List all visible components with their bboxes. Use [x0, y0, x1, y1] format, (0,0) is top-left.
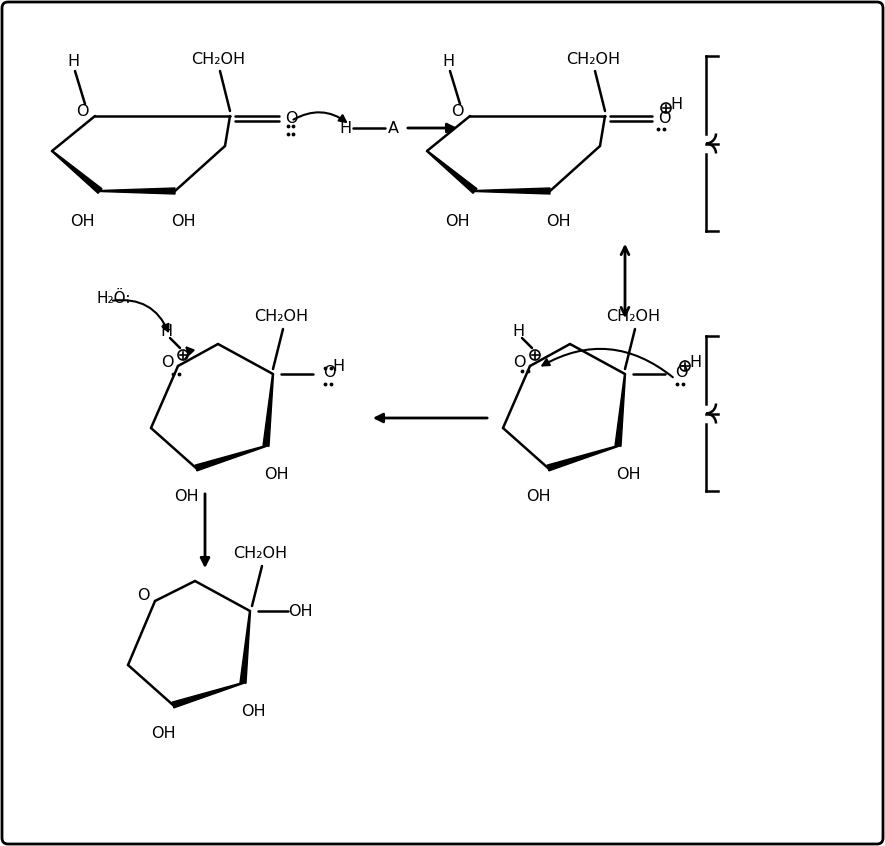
Polygon shape — [51, 151, 102, 193]
Text: OH: OH — [150, 726, 175, 740]
Text: OH: OH — [241, 704, 266, 718]
Polygon shape — [427, 151, 477, 193]
Text: CH₂OH: CH₂OH — [606, 309, 660, 323]
Text: H: H — [67, 53, 79, 69]
Text: OH: OH — [173, 488, 198, 503]
Text: H: H — [670, 96, 682, 112]
Text: OH: OH — [70, 213, 95, 228]
Text: H₂Ö:: H₂Ö: — [96, 290, 130, 305]
Text: CH₂OH: CH₂OH — [233, 547, 287, 562]
Polygon shape — [615, 374, 626, 447]
Text: CH₂OH: CH₂OH — [566, 52, 620, 67]
Text: H: H — [442, 53, 454, 69]
Text: OH: OH — [264, 466, 289, 481]
Text: O: O — [658, 111, 671, 125]
Text: O: O — [513, 354, 526, 370]
Polygon shape — [263, 374, 273, 447]
Text: OH: OH — [546, 213, 570, 228]
Text: O: O — [451, 103, 464, 118]
Text: A: A — [388, 120, 398, 135]
Text: O: O — [161, 354, 174, 370]
Text: O: O — [285, 111, 297, 125]
Text: OH: OH — [616, 466, 641, 481]
Text: O: O — [76, 103, 89, 118]
Polygon shape — [195, 446, 266, 471]
Text: CH₂OH: CH₂OH — [254, 309, 308, 323]
Polygon shape — [475, 188, 550, 194]
Polygon shape — [100, 188, 175, 194]
Text: H: H — [160, 323, 172, 338]
Text: O: O — [675, 365, 688, 380]
Polygon shape — [240, 611, 250, 684]
Text: H: H — [339, 120, 351, 135]
Text: H: H — [512, 323, 524, 338]
Text: CH₂OH: CH₂OH — [191, 52, 245, 67]
Text: OH: OH — [526, 488, 550, 503]
Text: O: O — [137, 589, 150, 603]
Text: H: H — [689, 354, 701, 370]
Text: OH: OH — [444, 213, 469, 228]
Text: H: H — [332, 359, 344, 373]
Polygon shape — [547, 446, 618, 471]
Polygon shape — [172, 683, 243, 708]
Text: OH: OH — [288, 603, 312, 618]
Text: O: O — [323, 365, 335, 380]
Text: OH: OH — [171, 213, 196, 228]
